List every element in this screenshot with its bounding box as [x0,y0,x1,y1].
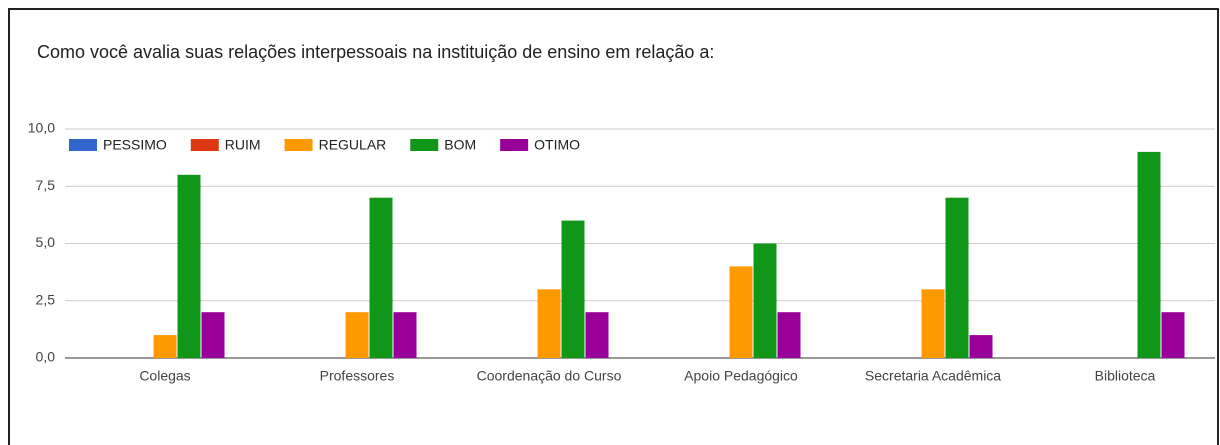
y-tick-label: 2,5 [36,291,56,307]
legend-swatch [284,139,313,151]
bar [345,312,369,358]
x-tick-label: Secretaria Acadêmica [865,368,1001,384]
bar [153,335,177,358]
legend-label: OTIMO [534,137,580,153]
x-tick-label: Apoio Pedagógico [684,368,798,384]
x-tick-label: Coordenação do Curso [477,368,622,384]
legend-swatch [410,139,439,151]
bar [393,312,417,358]
bar [585,312,609,358]
chart-title: Como você avalia suas relações interpess… [37,42,714,62]
legend-label: PESSIMO [103,137,167,153]
x-tick-label: Professores [320,368,395,384]
legend-swatch [69,139,97,151]
bar [561,220,585,358]
bar [945,197,969,358]
x-tick-label: Biblioteca [1095,368,1156,384]
y-tick-label: 0,0 [36,349,56,365]
legend-swatch [190,139,219,151]
bar [537,289,561,358]
bar [777,312,801,358]
bar [1161,312,1185,358]
bar [921,289,945,358]
legend-label: BOM [444,137,476,153]
frame [8,8,1219,445]
bar [969,335,993,358]
bar [201,312,225,358]
bar [1137,151,1161,358]
bar [753,243,777,358]
bar [369,197,393,358]
bar [177,174,201,358]
y-tick-label: 10,0 [28,120,55,136]
x-tick-label: Colegas [139,368,190,384]
legend-label: REGULAR [319,137,387,153]
legend-swatch [500,139,529,151]
y-tick-label: 7,5 [36,177,56,193]
y-tick-label: 5,0 [36,234,56,250]
bar [729,266,753,358]
legend-label: RUIM [225,137,261,153]
